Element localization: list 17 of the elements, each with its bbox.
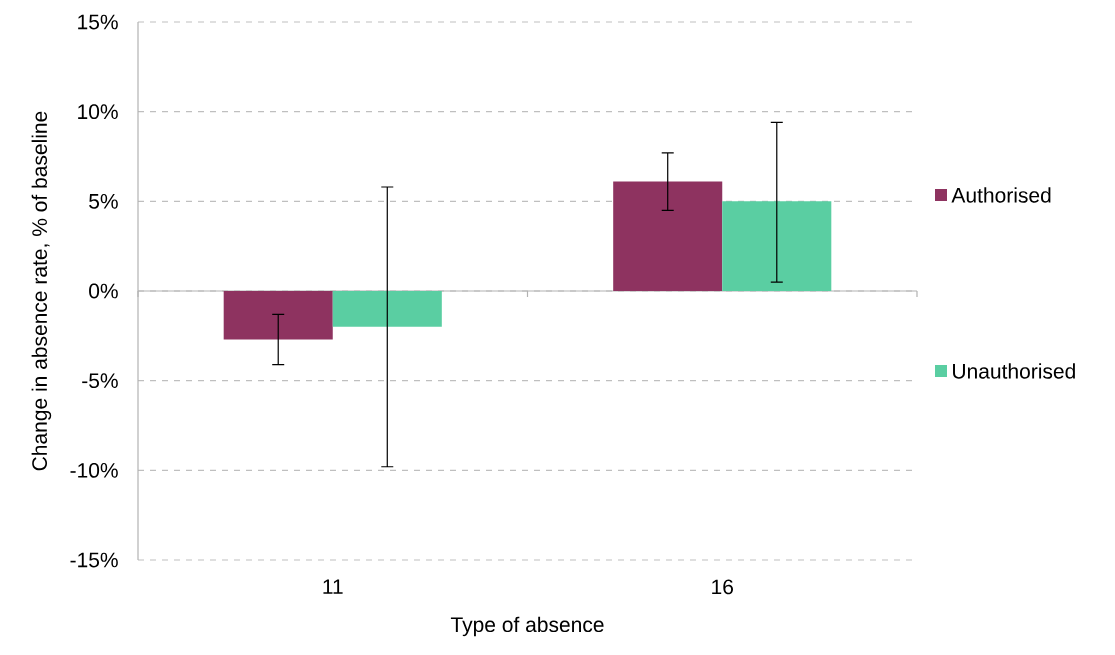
bar [332,291,442,327]
x-tick-label: 16 [712,579,734,595]
y-tick-label: -5% [82,373,118,389]
legend-label: Unauthorised [953,363,1075,379]
y-tick-label: -15% [70,552,118,568]
y-tick-label: -10% [70,462,118,478]
y-tick-label: 10% [78,104,118,120]
y-tick-label: 0% [89,283,118,299]
bar [613,181,723,292]
y-axis-title: Change in absence rate, % of baseline [31,111,52,471]
bar [223,291,333,340]
y-tick-label: 5% [89,193,118,209]
bar [722,201,832,292]
legend-label: Authorised [951,187,1051,203]
x-axis-title: Type of absence [450,616,604,637]
y-tick-label: 15% [78,14,118,30]
x-tick-label: 11 [323,579,343,594]
